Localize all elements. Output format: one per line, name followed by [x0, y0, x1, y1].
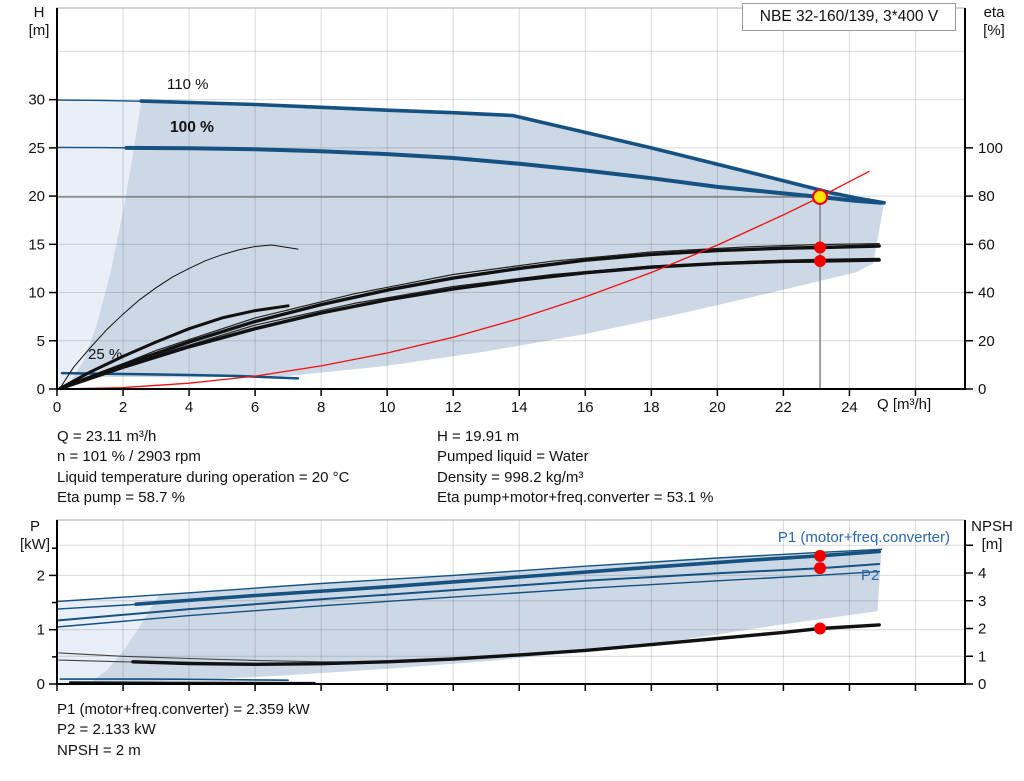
y-tick-label-right: 100 — [978, 140, 1003, 157]
x-tick-label: 4 — [185, 399, 193, 416]
axis-header-npsh: NPSH [m] — [960, 518, 1024, 554]
y-tick-label-right: 0 — [978, 676, 986, 693]
y-tick-label-left: 5 — [37, 333, 45, 350]
p1-100pct-thin — [56, 603, 141, 610]
results-bottom: P1 (motor+freq.converter) = 2.359 kW P2 … — [57, 700, 310, 761]
eta-pump-thin — [66, 243, 880, 388]
result-pumped-liquid: Pumped liquid = Water — [437, 448, 589, 466]
curve-label-p2: P2 — [861, 567, 880, 584]
result-speed: n = 101 % / 2903 rpm — [57, 448, 201, 466]
axis-header-power: P [kW] — [10, 518, 60, 554]
axis-header-power-symbol: P — [29, 518, 40, 535]
result-npsh: NPSH = 2 m — [57, 741, 141, 759]
p1-point — [814, 549, 827, 562]
axis-header-npsh-symbol: NPSH — [971, 518, 1013, 535]
y-tick-label-right: 3 — [978, 593, 986, 610]
p1-110pct-curve — [56, 548, 883, 603]
curve-label-25pct: 25 % — [88, 346, 123, 363]
curve-label-100pct: 100 % — [170, 119, 214, 136]
eta-total-point — [814, 254, 827, 267]
y-tick-label-right: 40 — [978, 285, 995, 302]
x-tick-label: 16 — [577, 399, 594, 416]
y-tick-label-left: 0 — [37, 381, 45, 398]
qh-eta-chart: 0 2 4 6 8 10 12 14 16 18 20 22 240510152025300204060… — [28, 7, 1003, 416]
eta-pump-point — [814, 241, 827, 254]
result-density: Density = 998.2 kg/m³ — [437, 468, 584, 486]
result-p1: P1 (motor+freq.converter) = 2.359 kW — [57, 701, 310, 718]
eta-curve-25pct — [59, 244, 299, 389]
power-npsh-chart: 0 1 2 0 1 2 3 4 — [37, 519, 986, 693]
y-tick-label-right: 2 — [978, 621, 986, 638]
result-h: H = 19.91 m — [437, 428, 520, 445]
x-tick-label: 6 — [251, 399, 259, 416]
pump-title: NBE 32-160/139, 3*400 V — [759, 8, 939, 25]
axis-header-eta: eta [%] — [966, 4, 1022, 40]
npsh-curve — [131, 623, 881, 666]
results-top-left: Q = 23.11 m³/h n = 101 % / 2903 rpm Liqu… — [57, 427, 349, 508]
x-tick-label: 18 — [643, 399, 660, 416]
axis-header-npsh-unit: [m] — [981, 536, 1003, 553]
x-tick-label: 0 — [53, 399, 61, 416]
y-tick-label-left: 2 — [37, 567, 45, 584]
eta-pump-curve — [58, 244, 881, 390]
p2-curve — [56, 563, 881, 622]
eta-curve-mid — [58, 304, 290, 390]
axis-header-head: H [m] — [16, 4, 62, 40]
result-p2: P2 = 2.133 kW — [57, 721, 156, 739]
y-tick-label-left: 10 — [28, 285, 45, 302]
results-top-right: H = 19.91 m Pumped liquid = Water Densit… — [437, 427, 713, 508]
axis-header-power-unit: [kW] — [20, 536, 50, 553]
operating-envelope-light — [58, 100, 142, 389]
x-tick-label: 8 — [317, 399, 325, 416]
x-tick-label: 12 — [445, 399, 462, 416]
y-tick-label-left: 15 — [28, 236, 45, 253]
x-tick-label: 22 — [775, 399, 792, 416]
result-eta-pump: Eta pump = 58.7 % — [57, 488, 185, 506]
result-q: Q = 23.11 m³/h — [57, 428, 157, 445]
axis-header-eta-unit: [%] — [983, 22, 1005, 39]
duty-point[interactable] — [811, 188, 829, 206]
x-tick-label: 14 — [511, 399, 528, 416]
curve-110pct-thin — [56, 99, 147, 102]
curve-100pct — [124, 145, 883, 205]
y-tick-label-left: 1 — [37, 622, 45, 639]
x-tick-label: 24 — [841, 399, 858, 416]
axis-header-head-symbol: H — [33, 4, 45, 21]
p2-lower-curve — [56, 570, 880, 628]
x-tick-label: 2 — [119, 399, 127, 416]
y-tick-label-right: 4 — [978, 565, 986, 582]
y-tick-label-left: 0 — [37, 676, 45, 693]
y-tick-label-right: 20 — [978, 333, 995, 350]
eta-total-curve — [58, 258, 881, 391]
x-tick-label: 20 — [709, 399, 726, 416]
axis-header-eta-symbol: eta — [983, 4, 1005, 21]
y-tick-label-left: 25 — [28, 140, 45, 157]
curve-label-110pct: 110 % — [167, 76, 209, 93]
npsh-point — [814, 622, 827, 635]
y-tick-label-right: 80 — [978, 188, 995, 205]
result-liquid-temp: Liquid temperature during operation = 20… — [57, 468, 350, 486]
y-tick-label-left: 30 — [28, 92, 45, 109]
p1-100pct-curve — [134, 549, 881, 606]
system-curve — [56, 170, 870, 390]
pump-title-box: NBE 32-160/139, 3*400 V — [742, 3, 956, 31]
curve-110pct — [139, 99, 886, 205]
p-25pct-curve — [59, 678, 289, 681]
y-tick-label-right: 60 — [978, 236, 995, 253]
x-tick-label: 10 — [379, 399, 396, 416]
y-tick-label-right: 0 — [978, 381, 986, 398]
axis-header-head-unit: [m] — [28, 22, 50, 39]
x-axis-unit-label: Q [m³/h] — [877, 396, 932, 413]
result-eta-total: Eta pump+motor+freq.converter = 53.1 % — [437, 488, 714, 506]
curve-label-p1: P1 (motor+freq.converter) — [777, 529, 950, 546]
y-tick-label-right: 1 — [978, 648, 986, 665]
y-tick-label-left: 20 — [28, 188, 45, 205]
p2-point — [814, 562, 827, 575]
curve-100pct-thin — [56, 146, 131, 149]
